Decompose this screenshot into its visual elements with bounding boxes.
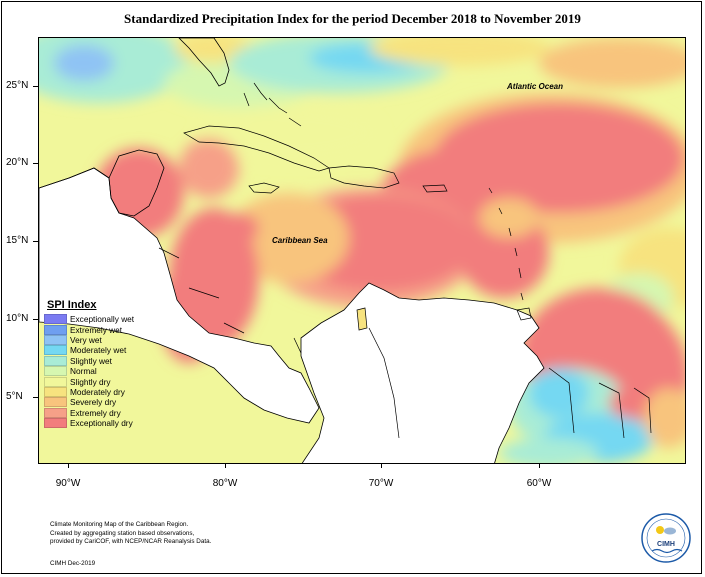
legend-label: Exceptionally wet [70, 314, 135, 325]
lon-tick-70 [381, 463, 382, 468]
lon-label-90: 90°W [55, 478, 81, 489]
legend-swatch [44, 324, 67, 335]
legend-swatch [44, 376, 67, 387]
legend-swatch [44, 314, 67, 325]
credit-line-2: Created by aggregating station based obs… [50, 529, 195, 537]
legend-label: Moderately dry [70, 386, 125, 397]
lat-tick-20 [33, 163, 38, 164]
legend-label: Extremely wet [70, 324, 123, 335]
legend-label: Normal [70, 366, 97, 377]
legend-label: Slightly wet [70, 355, 112, 366]
island-outlines [158, 82, 652, 439]
lat-label-15: 15°N [6, 235, 29, 246]
legend-item: Slightly wet [44, 355, 164, 366]
cimh-logo-icon: CIMH [641, 513, 691, 563]
legend-swatch [44, 355, 67, 366]
lat-tick-25 [33, 86, 38, 87]
spi-map-graphic [39, 38, 685, 463]
caribbean-sea-label: Caribbean Sea [272, 236, 328, 245]
lat-label-10: 10°N [6, 313, 29, 324]
lat-tick-5 [33, 397, 38, 398]
legend-item: Exceptionally wet [44, 314, 164, 325]
legend-swatch [44, 397, 67, 408]
credit-text: Climate Monitoring Map of the Caribbean … [50, 521, 290, 547]
legend-swatch [44, 418, 67, 429]
legend-swatch [44, 366, 67, 377]
legend-label: Severely dry [70, 397, 117, 408]
legend-item: Exceptionally dry [44, 418, 164, 429]
lon-tick-90 [68, 463, 69, 468]
legend-item: Extremely wet [44, 324, 164, 335]
legend-item: Normal [44, 366, 164, 377]
spi-map: Atlantic Ocean Caribbean Sea [38, 37, 686, 464]
lat-label-5: 5°N [6, 391, 23, 402]
atlantic-ocean-label: Atlantic Ocean [507, 82, 564, 91]
legend-label: Moderately wet [70, 345, 127, 356]
legend-label: Slightly dry [70, 376, 111, 387]
legend-item: Very wet [44, 334, 164, 345]
legend-title: SPI Index [47, 299, 97, 311]
logo-text: CIMH [657, 541, 675, 548]
legend-swatch [44, 345, 67, 356]
lat-tick-10 [33, 319, 38, 320]
legend-label: Very wet [70, 334, 102, 345]
lon-tick-80 [225, 463, 226, 468]
map-title: Standardized Precipitation Index for the… [124, 11, 581, 26]
credit-line-1: Climate Monitoring Map of the Caribbean … [50, 521, 189, 528]
legend-item: Extremely dry [44, 407, 164, 418]
legend-label: Exceptionally dry [70, 418, 133, 429]
lon-label-80: 80°W [212, 478, 238, 489]
wave-icon [651, 548, 683, 554]
cimh-logo: CIMH [640, 512, 692, 564]
legend-swatch [44, 386, 67, 397]
legend-label: Extremely dry [70, 407, 121, 418]
lon-label-70: 70°W [368, 478, 394, 489]
legend-rows: Exceptionally wet Extremely wet Very wet Mo… [44, 314, 164, 429]
legend-item: Moderately dry [44, 386, 164, 397]
lon-tick-60 [539, 463, 540, 468]
credit-date: CIMH Dec-2019 [50, 560, 96, 567]
lat-tick-15 [33, 241, 38, 242]
legend-item: Slightly dry [44, 376, 164, 387]
lon-label-60: 60°W [526, 478, 552, 489]
legend-item: Moderately wet [44, 345, 164, 356]
spi-field [39, 38, 685, 463]
legend-item: Severely dry [44, 397, 164, 408]
legend-swatch [44, 334, 67, 345]
lat-label-25: 25°N [6, 80, 29, 91]
lat-label-20: 20°N [6, 157, 29, 168]
credit-line-3: provided by CariCOF, with NCEP/NCAR Rean… [50, 538, 212, 545]
sun-icon [656, 526, 664, 534]
cloud-icon [664, 527, 676, 535]
legend-swatch [44, 407, 67, 418]
spi-legend: SPI Index Exceptionally wet Extremely wet… [44, 299, 164, 429]
